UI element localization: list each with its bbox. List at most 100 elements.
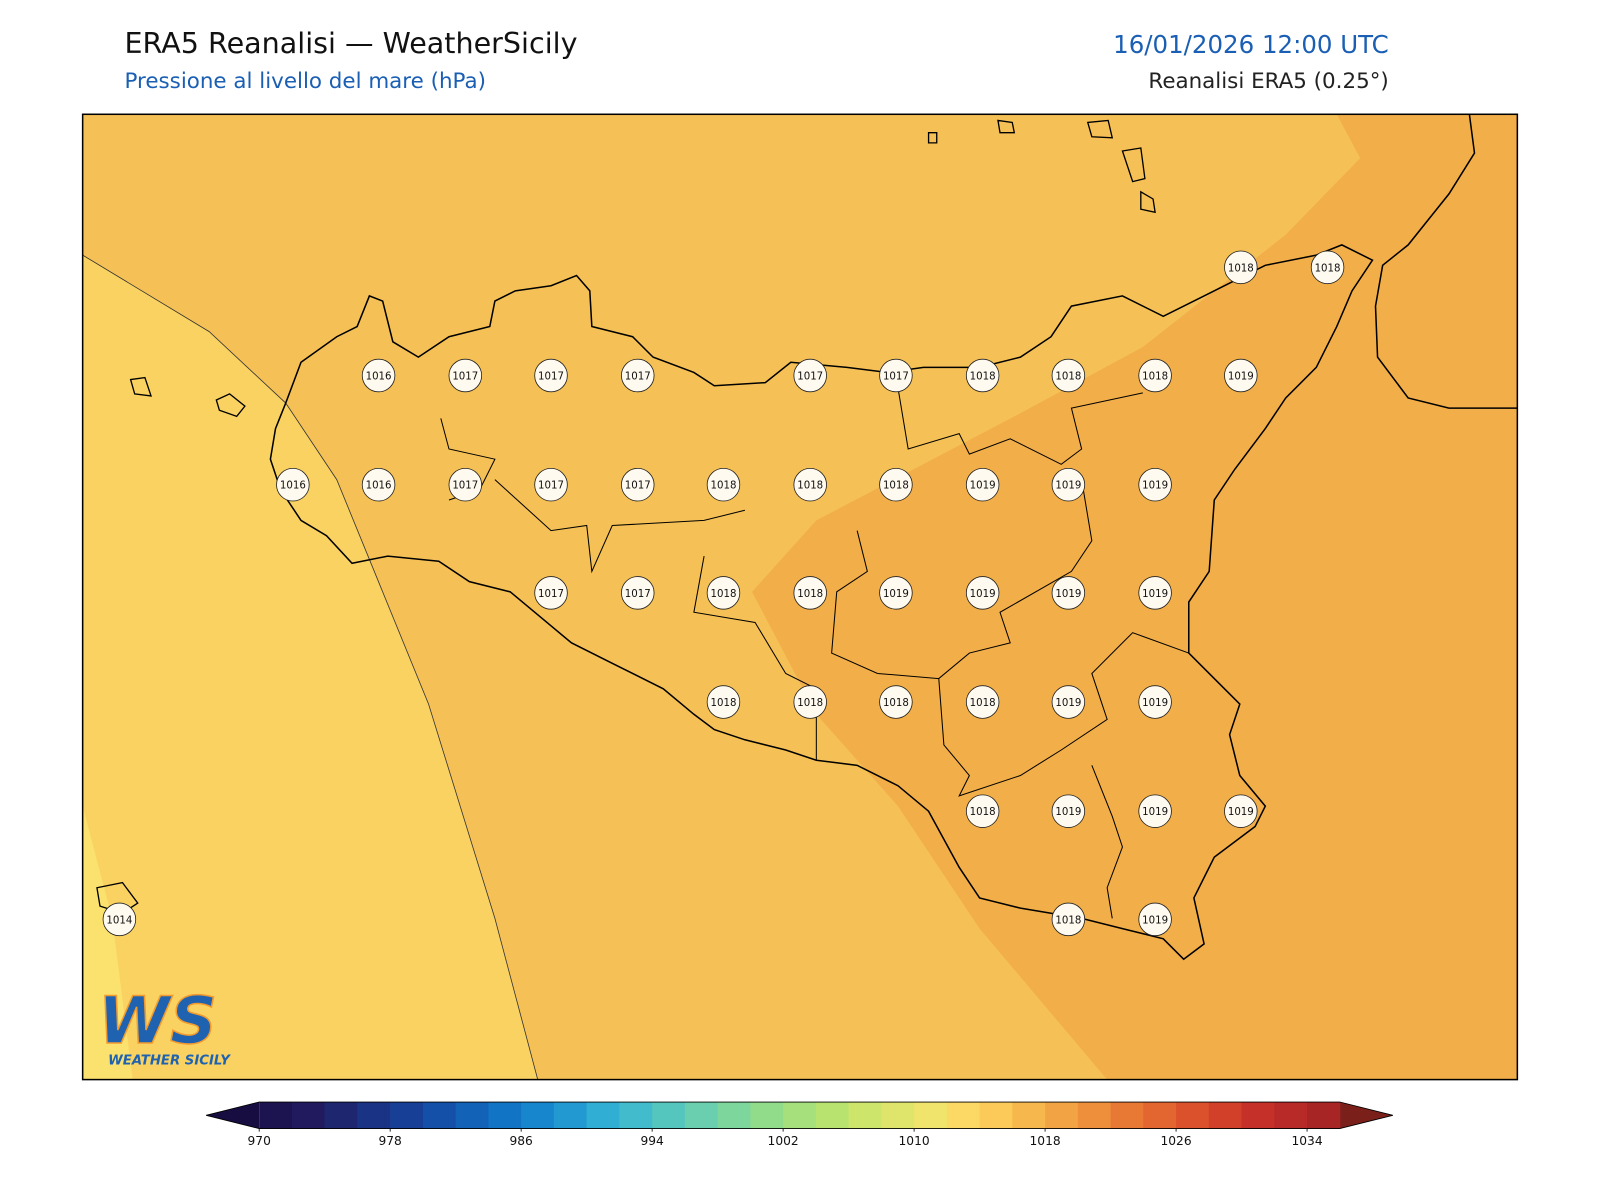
station-marker bbox=[879, 576, 913, 610]
station: 1019 bbox=[1138, 902, 1172, 937]
station-value: 1018 bbox=[1228, 263, 1254, 274]
station: 1019 bbox=[965, 467, 1000, 502]
station-marker bbox=[879, 358, 913, 393]
station: 1019 bbox=[1051, 576, 1086, 610]
station: 1018 bbox=[879, 685, 913, 719]
station-value: 1017 bbox=[625, 372, 651, 383]
station-value: 1018 bbox=[711, 589, 737, 600]
colorbar-bin bbox=[1012, 1102, 1046, 1129]
station-value: 1018 bbox=[970, 372, 996, 383]
station: 1019 bbox=[1224, 794, 1258, 828]
station-marker bbox=[1138, 902, 1172, 937]
colorbar-bin bbox=[390, 1102, 424, 1129]
station: 1017 bbox=[621, 576, 655, 610]
station-marker bbox=[793, 576, 827, 610]
station-value: 1016 bbox=[366, 372, 392, 383]
colorbar-bin bbox=[914, 1102, 948, 1129]
colorbar-extend bbox=[1339, 1102, 1393, 1129]
station: 1016 bbox=[361, 467, 396, 502]
coastline bbox=[269, 244, 1374, 961]
station: 1018 bbox=[965, 358, 1000, 393]
station: 1019 bbox=[1051, 794, 1086, 828]
station-value: 1019 bbox=[1142, 481, 1168, 492]
station-marker bbox=[1051, 794, 1086, 828]
station-value: 1017 bbox=[538, 481, 564, 492]
colorbar-bin bbox=[1077, 1102, 1112, 1129]
station-marker bbox=[879, 685, 913, 719]
station-value: 1018 bbox=[1142, 372, 1168, 383]
station: 1019 bbox=[1138, 794, 1172, 828]
station: 1018 bbox=[1138, 358, 1172, 393]
station-marker bbox=[706, 576, 741, 610]
station-value: 1019 bbox=[970, 481, 996, 492]
station-marker bbox=[448, 467, 483, 502]
station-marker bbox=[965, 358, 1000, 393]
station: 1017 bbox=[448, 358, 483, 393]
station-value: 1019 bbox=[1228, 372, 1254, 383]
station-value: 1019 bbox=[1142, 589, 1168, 600]
colorbar: 970 978 986 994 1002 1010 1018 1026 1034 bbox=[206, 1101, 1393, 1148]
station-value: 1019 bbox=[883, 589, 909, 600]
colorbar-bin bbox=[1208, 1102, 1243, 1129]
colorbar-extend bbox=[206, 1102, 260, 1129]
station-value: 1016 bbox=[366, 481, 392, 492]
colorbar-bin bbox=[881, 1102, 915, 1129]
station-marker bbox=[534, 467, 568, 502]
colorbar-tick-label: 970 bbox=[248, 1134, 271, 1148]
station: 1017 bbox=[793, 358, 827, 393]
station-marker bbox=[793, 467, 827, 502]
station-marker bbox=[879, 467, 913, 502]
station: 1019 bbox=[1138, 467, 1172, 502]
station-marker bbox=[1051, 576, 1086, 610]
station-marker bbox=[361, 467, 396, 502]
station-marker bbox=[361, 358, 396, 393]
station-value: 1017 bbox=[883, 372, 909, 383]
station-value: 1018 bbox=[1315, 263, 1341, 274]
logo-name: WEATHER SICILY bbox=[108, 1053, 231, 1068]
station-marker bbox=[1138, 794, 1172, 828]
station-value: 1018 bbox=[970, 807, 996, 818]
station-value: 1018 bbox=[883, 698, 909, 709]
colorbar-bin bbox=[815, 1102, 850, 1129]
station-value: 1019 bbox=[1142, 915, 1168, 926]
colorbar-bin bbox=[684, 1102, 719, 1129]
station-value: 1019 bbox=[970, 589, 996, 600]
colorbar-tick-label: 978 bbox=[378, 1134, 401, 1148]
station-marker bbox=[1138, 685, 1172, 719]
station-marker bbox=[1224, 794, 1258, 828]
station-marker bbox=[448, 358, 483, 393]
station-marker bbox=[621, 358, 655, 393]
colorbar-tick-label: 1002 bbox=[768, 1134, 799, 1148]
colorbar-bin bbox=[783, 1102, 817, 1129]
station: 1017 bbox=[879, 358, 913, 393]
boundary-line bbox=[82, 254, 539, 1080]
station-value: 1019 bbox=[1142, 807, 1168, 818]
station: 1017 bbox=[621, 467, 655, 502]
station: 1017 bbox=[534, 467, 568, 502]
station: 1018 bbox=[965, 794, 1000, 828]
station-marker bbox=[706, 467, 741, 502]
station: 1017 bbox=[534, 358, 568, 393]
colorbar-tick-label: 1010 bbox=[899, 1134, 930, 1148]
coastline bbox=[1374, 114, 1518, 409]
pressure-zone bbox=[82, 806, 133, 1080]
station-value: 1019 bbox=[1055, 481, 1081, 492]
station-value: 1019 bbox=[1228, 807, 1254, 818]
station-marker bbox=[621, 467, 655, 502]
colorbar-bin bbox=[259, 1102, 293, 1129]
colorbar-tick-label: 1034 bbox=[1291, 1134, 1322, 1148]
station-value: 1017 bbox=[797, 372, 823, 383]
station-marker bbox=[1310, 250, 1345, 285]
logo-mark: WS bbox=[98, 983, 217, 1059]
station-value: 1018 bbox=[797, 589, 823, 600]
colorbar-bin bbox=[1045, 1102, 1079, 1129]
station: 1018 bbox=[706, 685, 741, 719]
station: 1018 bbox=[706, 576, 741, 610]
colorbar-bin bbox=[357, 1102, 391, 1129]
station-marker bbox=[102, 902, 137, 937]
colorbar-outline bbox=[206, 1101, 1393, 1129]
station-marker bbox=[1138, 467, 1172, 502]
station: 1016 bbox=[276, 467, 310, 502]
station-marker bbox=[965, 467, 1000, 502]
